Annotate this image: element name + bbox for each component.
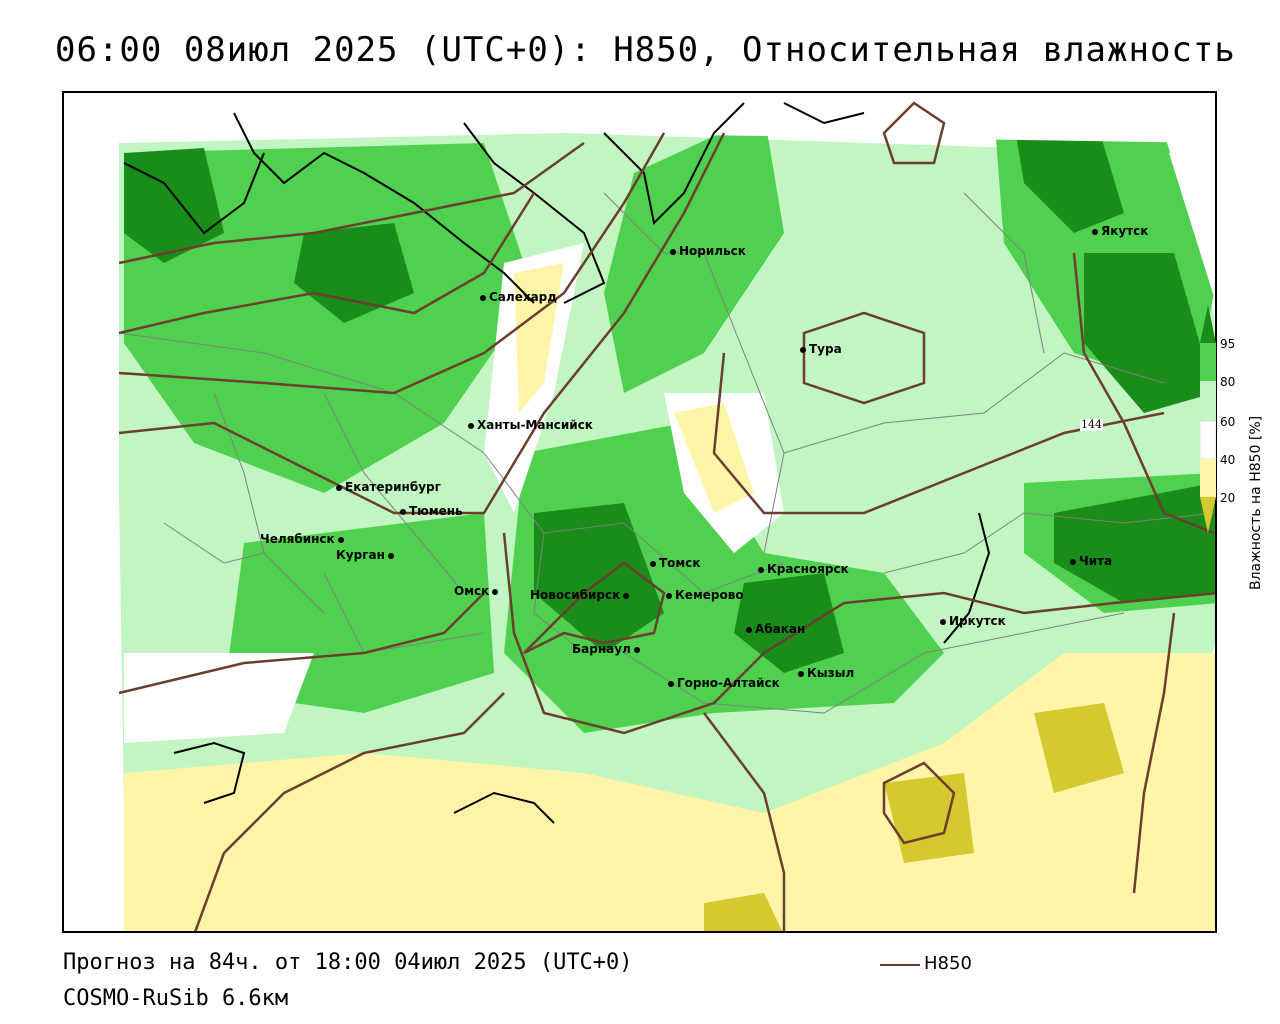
city-dot-icon [758, 566, 764, 573]
city-dot-icon [400, 508, 406, 515]
city-abakan: Абакан [746, 623, 805, 635]
humidity-zone-dark [1014, 113, 1124, 233]
map-frame: Якутск Норильск Салехард Тура Ханты-Манс… [62, 91, 1217, 933]
city-dot-icon [746, 626, 752, 633]
city-dot-icon [623, 592, 630, 599]
map-title: 06:00 08июл 2025 (UTC+0): H850, Относите… [55, 30, 1236, 70]
model-info: COSMO-RuSib 6.6км [63, 986, 289, 1011]
colorbar-bottom-arrow [1200, 497, 1216, 533]
city-dot-icon [492, 588, 499, 595]
humidity-zone-dark [124, 148, 224, 263]
city-gorno-altaysk: Горно-Алтайск [668, 677, 780, 689]
city-kurgan: Курган [336, 549, 397, 561]
humidity-zone-darkyellow [884, 773, 974, 863]
city-norilsk: Норильск [670, 245, 746, 257]
city-dot-icon [800, 346, 806, 353]
colorbar: 95 80 60 40 20 [1200, 305, 1280, 535]
colorbar-tick: 40 [1220, 453, 1236, 467]
admin-borders [118, 192, 1215, 714]
colorbar-title: Влажность на H850 [%] [1248, 415, 1264, 590]
city-barnaul: Барнаул [572, 643, 643, 655]
humidity-zone-medium [124, 143, 534, 493]
humidity-zone-yellow [674, 403, 754, 513]
colorbar-top-arrow [1200, 305, 1216, 343]
colorbar-band [1200, 420, 1216, 460]
city-tura: Тура [800, 343, 842, 355]
city-dot-icon [668, 680, 674, 687]
humidity-zone-yellow [124, 653, 1215, 931]
isoline-legend-label: H850 [924, 953, 972, 974]
city-dot-icon [670, 248, 676, 255]
colorbar-tick: 80 [1220, 375, 1236, 389]
city-kemerovo: Кемерово [666, 589, 744, 601]
city-tyumen: Тюмень [400, 505, 463, 517]
isoline-legend-swatch [880, 964, 920, 966]
city-kyzyl: Кызыл [798, 667, 854, 679]
city-dot-icon [798, 670, 804, 677]
humidity-map [64, 93, 1215, 931]
city-novosibirsk: Новосибирск [530, 589, 632, 601]
city-dot-icon [666, 592, 672, 599]
city-dot-icon [387, 552, 394, 559]
city-khanty-mansiysk: Ханты-Мансийск [468, 419, 593, 431]
domain-mask [1169, 153, 1215, 301]
colorbar-tick: 20 [1220, 491, 1236, 505]
city-dot-icon [940, 618, 946, 625]
humidity-zone-dark [534, 503, 664, 653]
city-dot-icon [650, 560, 656, 567]
humidity-zone-white [124, 653, 314, 743]
city-dot-icon [480, 294, 486, 301]
city-omsk: Омск [454, 585, 501, 597]
city-dot-icon [336, 484, 342, 491]
forecast-info: Прогноз на 84ч. от 18:00 04июл 2025 (UTC… [63, 950, 633, 975]
humidity-zone-dark [734, 573, 844, 673]
city-salekhard: Салехард [480, 291, 557, 303]
city-chita: Чита [1070, 555, 1112, 567]
city-tomsk: Томск [650, 557, 701, 569]
city-dot-icon [1092, 228, 1098, 235]
city-dot-icon [468, 422, 474, 429]
humidity-zone-dark [1054, 483, 1215, 603]
city-irkutsk: Иркутск [940, 615, 1006, 627]
colorbar-band [1200, 343, 1216, 381]
humidity-zone-darkyellow [1034, 703, 1124, 793]
city-krasnoyarsk: Красноярск [758, 563, 849, 575]
city-chelyabinsk: Челябинск [260, 533, 347, 545]
humidity-zone-darkyellow [704, 893, 783, 931]
city-dot-icon [1070, 558, 1076, 565]
h850-isolines [118, 101, 1215, 931]
isoline-label: 144 [1080, 418, 1103, 431]
colorbar-band [1200, 381, 1216, 421]
city-yekaterinburg: Екатеринбург [336, 481, 441, 493]
city-yakutsk: Якутск [1092, 225, 1148, 237]
colorbar-tick: 60 [1220, 415, 1236, 429]
colorbar-scale [1200, 305, 1216, 533]
city-dot-icon [633, 646, 640, 653]
city-dot-icon [337, 536, 344, 543]
colorbar-band [1200, 459, 1216, 497]
colorbar-tick: 95 [1220, 337, 1236, 351]
humidity-zone-dark [294, 223, 414, 323]
humidity-zone-dark [1084, 253, 1214, 413]
humidity-zone-yellow [514, 263, 564, 413]
